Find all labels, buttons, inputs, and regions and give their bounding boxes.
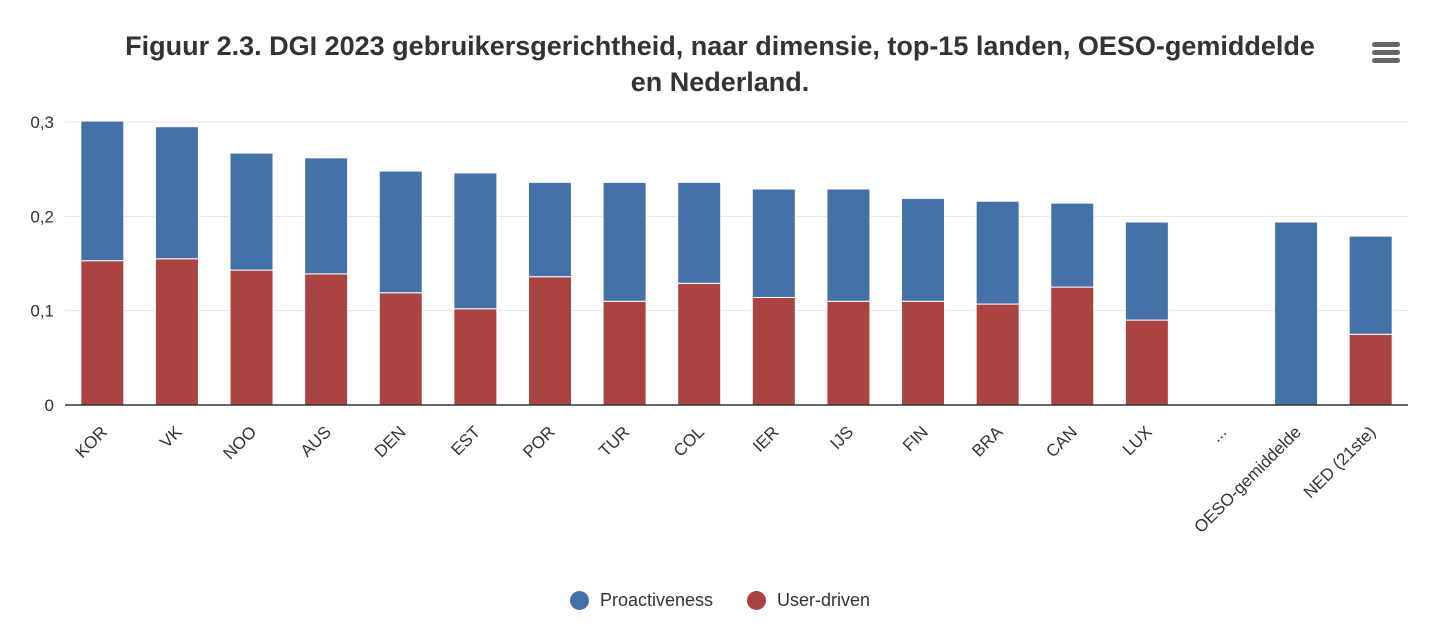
bar-proactiveness	[154, 126, 199, 260]
y-tick-label: 0	[45, 396, 54, 415]
bar-proactiveness	[229, 152, 274, 271]
chart-title: Figuur 2.3. DGI 2023 gebruikersgerichthe…	[0, 28, 1440, 100]
x-tick-label: DEN	[371, 422, 410, 461]
x-tick-label: ...	[1207, 422, 1230, 445]
x-tick-label: COL	[670, 422, 708, 460]
y-tick-label: 0,1	[30, 302, 54, 321]
legend-item-proactiveness[interactable]: Proactiveness	[569, 590, 714, 611]
legend-label-user-driven: User-driven	[777, 590, 871, 610]
bar-proactiveness	[1274, 221, 1319, 406]
bar-user-driven	[453, 308, 498, 406]
bar-user-driven	[901, 300, 946, 406]
x-tick-label: POR	[519, 422, 558, 461]
bar-user-driven	[677, 282, 722, 406]
bar-user-driven	[304, 273, 349, 406]
x-tick-label: AUS	[297, 422, 335, 460]
x-tick-label: OESO-gemiddelde	[1191, 422, 1305, 536]
bar-proactiveness	[826, 188, 871, 302]
x-tick-label: IJS	[826, 422, 857, 453]
bar-proactiveness	[1050, 202, 1095, 288]
bar-user-driven	[154, 258, 199, 406]
y-tick-label: 0,2	[30, 207, 54, 226]
bar-user-driven	[602, 300, 647, 406]
x-tick-label: IER	[749, 422, 782, 455]
legend-item-user-driven[interactable]: User-driven	[747, 590, 870, 611]
x-tick-label: EST	[447, 422, 484, 459]
bar-proactiveness	[80, 120, 125, 262]
bar-user-driven	[527, 276, 572, 406]
chart-title-line-2: en Nederland.	[630, 67, 810, 97]
chart-title-line-1: Figuur 2.3. DGI 2023 gebruikersgerichthe…	[125, 31, 1315, 61]
bar-proactiveness	[527, 181, 572, 278]
bar-proactiveness	[901, 197, 946, 302]
legend-swatch-user-driven	[747, 591, 767, 610]
bar-user-driven	[1124, 319, 1169, 406]
x-tick-label: NOO	[220, 422, 261, 463]
chart-plot: 0 0,1 0,2 0,3 KOR VK NOO AUS DEN EST POR TUR COL IER I…	[30, 113, 1408, 537]
x-tick-label: KOR	[72, 422, 111, 461]
bar-user-driven	[80, 260, 125, 406]
bar-proactiveness	[1124, 221, 1169, 321]
bar-proactiveness	[1348, 235, 1393, 335]
x-tick-label: VK	[156, 422, 186, 452]
bar-user-driven	[229, 269, 274, 406]
bar-user-driven	[1050, 286, 1095, 406]
x-tick-label: NED (21ste)	[1300, 422, 1380, 502]
y-tick-label: 0,3	[30, 113, 54, 132]
bar-user-driven	[751, 296, 796, 406]
x-tick-label: LUX	[1119, 422, 1156, 459]
legend-label-proactiveness: Proactiveness	[599, 590, 714, 610]
bar-user-driven	[378, 292, 423, 406]
x-tick-label: FIN	[899, 422, 932, 455]
chart-legend: Proactiveness User-driven	[0, 590, 1440, 611]
hamburger-menu-icon[interactable]	[1368, 36, 1404, 68]
bar-user-driven	[975, 303, 1020, 406]
bar-proactiveness	[453, 172, 498, 310]
x-tick-label: CAN	[1042, 422, 1081, 461]
bar-proactiveness	[677, 181, 722, 284]
bar-proactiveness	[378, 170, 423, 294]
x-tick-label: TUR	[595, 422, 633, 460]
bar-proactiveness	[751, 188, 796, 298]
bar-user-driven	[1348, 333, 1393, 406]
bar-proactiveness	[602, 181, 647, 302]
legend-swatch-proactiveness	[569, 591, 589, 610]
bar-proactiveness	[975, 200, 1020, 305]
x-tick-label: BRA	[968, 422, 1007, 461]
bar-proactiveness	[304, 157, 349, 275]
bar-user-driven	[826, 300, 871, 406]
